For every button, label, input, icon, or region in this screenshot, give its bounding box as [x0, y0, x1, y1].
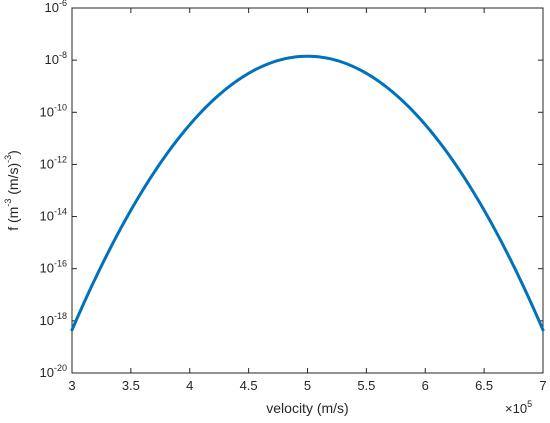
y-tick-label: 10-8 — [45, 50, 67, 67]
y-tick-label: 10-18 — [40, 311, 67, 328]
x-tick-label: 4 — [186, 378, 193, 393]
x-axis-label: velocity (m/s) — [266, 400, 348, 416]
x-axis-ticks: 3 3.5 4 4.5 5 5.5 6 6.5 7 — [68, 8, 547, 393]
y-tick-label: 10-16 — [40, 259, 67, 276]
x-tick-label: 5 — [304, 378, 311, 393]
y-tick-label: 10-20 — [40, 363, 67, 380]
plot-area — [71, 7, 544, 374]
x-tick-label: 6 — [422, 378, 429, 393]
y-tick-label: 10-12 — [40, 154, 67, 171]
x-tick-label: 6.5 — [475, 378, 493, 393]
x-tick-label: 5.5 — [357, 378, 375, 393]
y-tick-label: 10-10 — [40, 102, 67, 119]
series-line — [70, 54, 545, 332]
y-axis-ticks: 10-20 10-18 10-16 10-14 10-12 10-10 10-8 10-6 — [40, 0, 543, 380]
y-axis-label: f (m-3 (m/s)-3) — [3, 150, 21, 231]
y-tick-label: 10-6 — [45, 0, 67, 15]
x-tick-label: 4.5 — [240, 378, 258, 393]
x-axis-scale-factor: ×105 — [505, 399, 532, 416]
x-tick-label: 7 — [539, 378, 546, 393]
x-tick-label: 3 — [68, 378, 75, 393]
y-tick-label: 10-14 — [40, 207, 67, 224]
x-tick-label: 3.5 — [122, 378, 140, 393]
